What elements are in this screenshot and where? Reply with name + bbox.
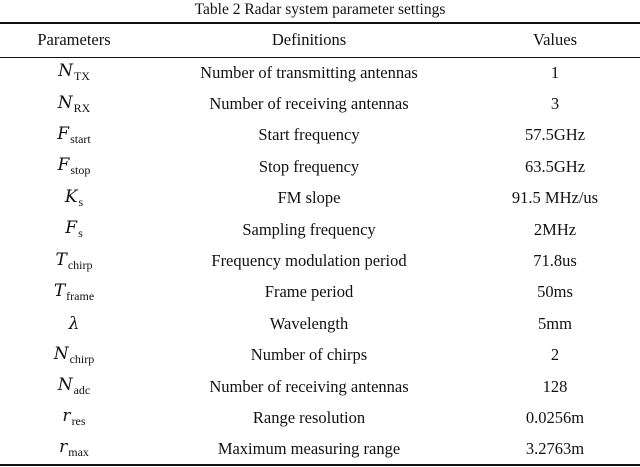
parameter-subscript: res bbox=[71, 414, 86, 429]
definition-cell: Number of receiving antennas bbox=[209, 376, 409, 396]
parameter-cell: rmax bbox=[0, 433, 148, 467]
value-cell: 63.5GHz bbox=[524, 156, 586, 176]
parameter-table: Parameters Definitions Values NTX Number … bbox=[0, 22, 640, 467]
parameter-symbol: T bbox=[55, 249, 67, 270]
header-parameters: Parameters bbox=[0, 22, 148, 58]
parameter-cell: NRX bbox=[0, 88, 148, 119]
parameter-symbol: N bbox=[58, 61, 73, 82]
value-cell: 3 bbox=[550, 94, 560, 114]
parameter-cell: NTX bbox=[0, 57, 148, 88]
parameter-cell: Fstart bbox=[0, 120, 148, 151]
parameter-subscript: adc bbox=[73, 383, 91, 398]
value-cell: 71.8us bbox=[533, 251, 577, 271]
table-row: Fstart Start frequency 57.5GHz bbox=[0, 120, 640, 151]
parameter-subscript: s bbox=[78, 194, 84, 209]
parameter-cell: Fstop bbox=[0, 151, 148, 182]
definition-cell: Number of receiving antennas bbox=[209, 94, 409, 114]
parameter-symbol: r bbox=[59, 437, 68, 458]
parameter-subscript: chirp bbox=[67, 257, 93, 272]
table-row: NTX Number of transmitting antennas 1 bbox=[0, 57, 640, 88]
value-cell: 50ms bbox=[537, 282, 573, 302]
definition-cell: Stop frequency bbox=[258, 156, 360, 176]
table-caption: Table 2 Radar system parameter settings bbox=[194, 1, 446, 18]
parameter-cell: rres bbox=[0, 402, 148, 433]
definition-cell: FM slope bbox=[277, 188, 341, 208]
parameter-symbol: F bbox=[57, 155, 70, 176]
table-header: Parameters Definitions Values bbox=[0, 22, 640, 58]
definition-cell: Frequency modulation period bbox=[211, 251, 407, 271]
value-cell: 3.2763m bbox=[470, 433, 640, 467]
value-cell: 0.0256m bbox=[525, 407, 585, 427]
table-row: Tchirp Frequency modulation period 71.8us bbox=[0, 245, 640, 276]
value-cell: 128 bbox=[542, 376, 568, 396]
parameter-cell: Nadc bbox=[0, 371, 148, 402]
parameter-subscript: s bbox=[78, 226, 83, 241]
definition-cell: Range resolution bbox=[252, 407, 366, 427]
parameter-subscript: chirp bbox=[69, 351, 95, 366]
value-cell: 2 bbox=[550, 345, 560, 365]
table-row: Tframe Frame period 50ms bbox=[0, 277, 640, 308]
definition-cell: Maximum measuring range bbox=[148, 433, 470, 467]
value-cell: 2MHz bbox=[533, 219, 577, 239]
table-row: λ Wavelength 5mm bbox=[0, 308, 640, 339]
table-body: NTX Number of transmitting antennas 1 NRX Nu… bbox=[0, 57, 640, 467]
value-cell: 5mm bbox=[538, 313, 572, 333]
parameter-symbol: F bbox=[57, 123, 70, 144]
parameter-cell: Ks bbox=[0, 183, 148, 214]
header-row: Parameters Definitions Values bbox=[0, 22, 640, 58]
parameter-cell: Tchirp bbox=[0, 245, 148, 276]
parameter-cell: Fs bbox=[0, 214, 148, 245]
parameter-symbol: T bbox=[53, 280, 66, 301]
table-row: Nchirp Number of chirps 2 bbox=[0, 340, 640, 371]
parameter-subscript: stop bbox=[70, 163, 91, 178]
parameter-subscript: TX bbox=[73, 69, 90, 84]
value-cell: 57.5GHz bbox=[524, 125, 586, 145]
parameter-symbol: N bbox=[57, 92, 73, 113]
parameter-symbol: λ bbox=[68, 313, 80, 334]
parameter-subscript: max bbox=[68, 445, 89, 460]
parameter-symbol: r bbox=[62, 406, 71, 427]
definition-cell: Frame period bbox=[264, 282, 354, 302]
parameter-symbol: K bbox=[64, 186, 78, 207]
definition-cell: Wavelength bbox=[269, 313, 349, 333]
header-definitions: Definitions bbox=[148, 22, 470, 58]
definition-cell: Number of chirps bbox=[250, 345, 368, 365]
parameter-symbol: N bbox=[57, 375, 73, 396]
definition-cell: Sampling frequency bbox=[242, 219, 376, 239]
parameter-subscript: RX bbox=[73, 100, 91, 115]
parameter-symbol: N bbox=[53, 343, 69, 364]
table-row: Nadc Number of receiving antennas 128 bbox=[0, 371, 640, 402]
definition-cell: Start frequency bbox=[258, 125, 360, 145]
table-row: Ks FM slope 91.5 MHz/us bbox=[0, 183, 640, 214]
value-cell: 91.5 MHz/us bbox=[511, 188, 599, 208]
parameter-cell: λ bbox=[0, 308, 148, 339]
table-row: NRX Number of receiving antennas 3 bbox=[0, 88, 640, 119]
parameter-subscript: start bbox=[70, 131, 91, 146]
table-row: rres Range resolution 0.0256m bbox=[0, 402, 640, 433]
table-row: rmax Maximum measuring range 3.2763m bbox=[0, 433, 640, 467]
table-row: Fs Sampling frequency 2MHz bbox=[0, 214, 640, 245]
definition-cell: Number of transmitting antennas bbox=[200, 62, 418, 82]
header-values: Values bbox=[470, 22, 640, 58]
parameter-subscript: frame bbox=[66, 288, 95, 303]
table-row: Fstop Stop frequency 63.5GHz bbox=[0, 151, 640, 182]
parameter-cell: Tframe bbox=[0, 277, 148, 308]
parameter-cell: Nchirp bbox=[0, 340, 148, 371]
parameter-symbol: F bbox=[65, 218, 78, 239]
value-cell: 1 bbox=[550, 62, 560, 82]
